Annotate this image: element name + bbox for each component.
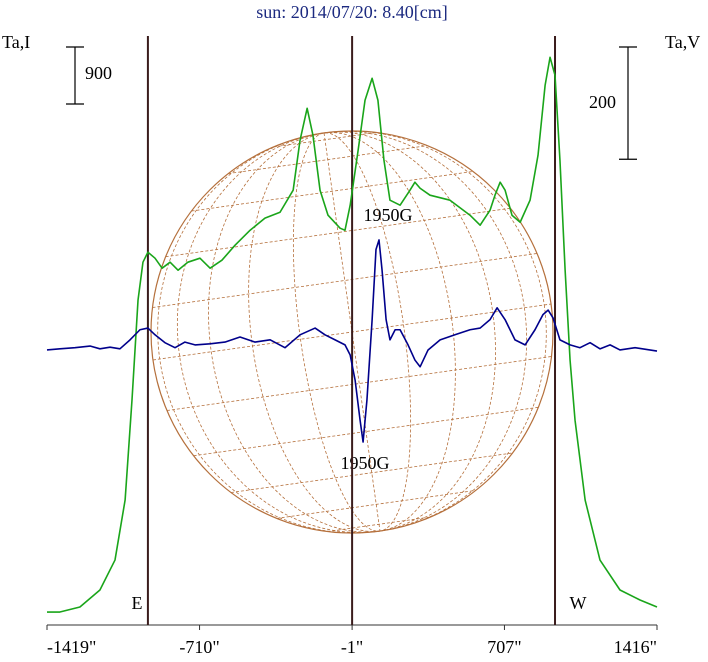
parallel xyxy=(273,132,377,148)
parallel xyxy=(327,516,431,532)
parallel xyxy=(191,171,474,212)
annotation: 1950G xyxy=(341,453,390,473)
parallel xyxy=(228,145,428,175)
x-tick-label: 1416" xyxy=(614,637,657,657)
annotation: W xyxy=(570,593,587,613)
parallel xyxy=(230,452,513,493)
parallel xyxy=(165,207,511,258)
parallel xyxy=(193,406,539,457)
data-line xyxy=(46,239,658,443)
annotation: E xyxy=(132,593,143,613)
annotation: 1950G xyxy=(364,205,413,225)
data-line xyxy=(47,56,658,613)
y-axis-label: Ta,I xyxy=(2,32,30,52)
parallel xyxy=(152,253,538,308)
parallel xyxy=(276,489,476,519)
scale-bar-label: 200 xyxy=(589,92,616,112)
x-tick-label: -710" xyxy=(179,637,219,657)
x-tick-label: 707" xyxy=(487,637,521,657)
scale-bar-label: 900 xyxy=(85,63,112,83)
x-tick-label: -1" xyxy=(341,637,363,657)
x-tick-label: -1419" xyxy=(47,637,96,657)
chart-title: sun: 2014/07/20: 8.40[cm] xyxy=(256,2,448,22)
y2-axis-label: Ta,V xyxy=(665,32,700,52)
